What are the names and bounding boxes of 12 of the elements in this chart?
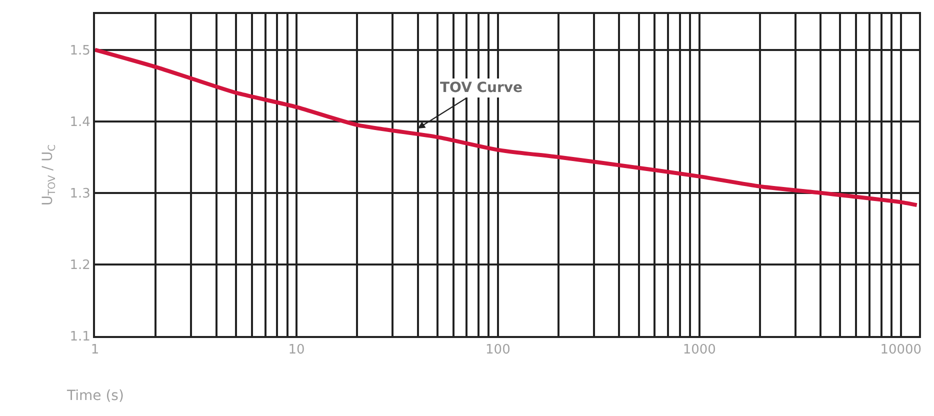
y-tick-label: 1.1 bbox=[70, 330, 90, 345]
annotation: TOV Curve bbox=[440, 80, 523, 96]
x-tick-label: 1 bbox=[90, 342, 100, 358]
x-axis-title: Time (s) bbox=[66, 388, 124, 404]
y-tick-label: 1.2 bbox=[70, 258, 90, 273]
x-tick-label: 10000 bbox=[880, 342, 922, 358]
x-tick-label: 10 bbox=[288, 342, 305, 358]
x-tick-label: 100 bbox=[486, 342, 510, 358]
y-tick-label: 1.3 bbox=[70, 186, 90, 202]
y-tick-label: 1.4 bbox=[70, 114, 90, 130]
x-tick-label: 1000 bbox=[682, 342, 716, 358]
y-tick-label: 1.5 bbox=[70, 43, 90, 58]
